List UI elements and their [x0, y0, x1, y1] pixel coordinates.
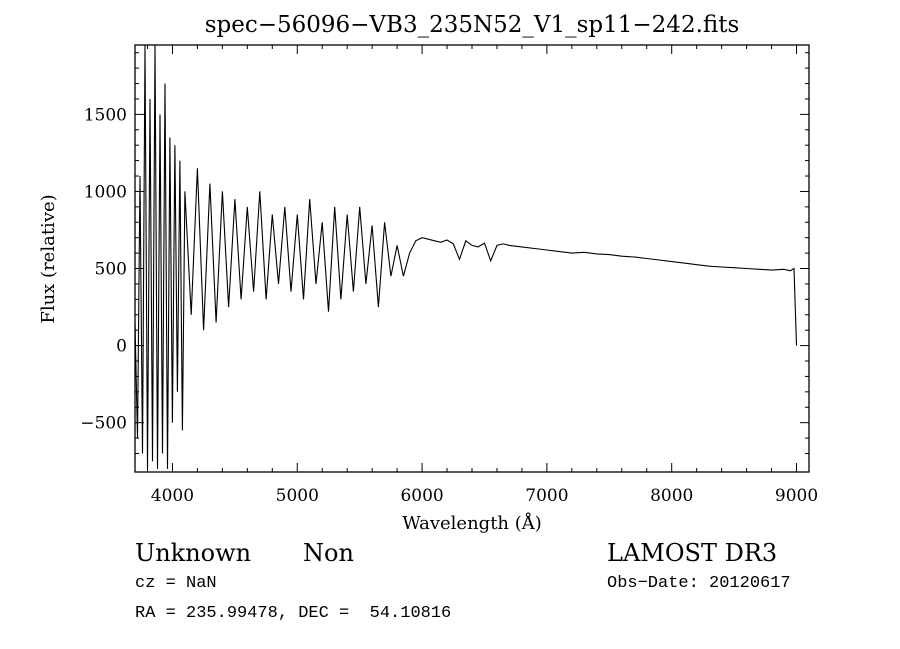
y-tick-label: 500: [95, 260, 127, 280]
y-tick-label: −500: [80, 414, 127, 434]
y-axis-label: Flux (relative): [38, 194, 59, 323]
object-subclass: Non: [303, 539, 354, 567]
axis-ticks: [135, 45, 809, 472]
y-tick-label: 1000: [84, 182, 127, 202]
x-tick-label: 8000: [650, 486, 693, 506]
plot-frame: [134, 44, 810, 473]
survey-name: LAMOST DR3: [607, 539, 778, 567]
obs-date: Obs−Date: 20120617: [607, 574, 791, 593]
object-class: Unknown: [135, 539, 252, 567]
x-tick-label: 7000: [525, 486, 568, 506]
x-tick-label: 6000: [400, 486, 443, 506]
y-tick-labels: −500 0 500 1000 1500: [80, 105, 127, 433]
x-tick-label: 9000: [775, 486, 818, 506]
chart-title: spec−56096−VB3_235N52_V1_sp11−242.fits: [205, 12, 740, 38]
x-axis-label: Wavelength (Å): [402, 512, 542, 534]
x-tick-label: 4000: [151, 486, 194, 506]
y-tick-label: 0: [116, 337, 127, 357]
spectrum-line: [134, 44, 798, 469]
coordinates: RA = 235.99478, DEC = 54.10816: [135, 604, 452, 623]
x-tick-labels: 4000 5000 6000 7000 8000 9000: [151, 486, 818, 506]
y-tick-label: 1500: [84, 105, 127, 125]
redshift-readout: cz = NaN: [135, 574, 217, 593]
x-tick-label: 5000: [276, 486, 319, 506]
